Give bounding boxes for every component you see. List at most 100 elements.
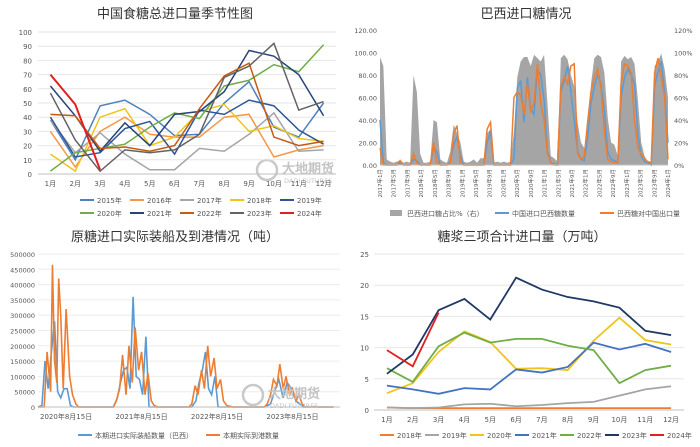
series-line — [49, 113, 324, 169]
y-tick-label: 0 — [28, 171, 32, 179]
x-tick-label: 2023年8月15日 — [266, 412, 318, 421]
legend: 2018年 2019年 2020年 2021年 2022年 2023年 2024年 — [380, 431, 692, 440]
x-tick-label: 4月 — [119, 180, 130, 188]
y-tick-label: 50000 — [14, 389, 35, 397]
series-line — [49, 103, 324, 173]
y-tick-label-left: 100.00 — [354, 50, 377, 58]
x-tick-label: 1月 — [45, 180, 56, 188]
legend-item: 本期实际到港数量 — [206, 431, 279, 440]
logo-mark — [255, 158, 279, 182]
legend-item: 中国进口巴西糖数量 — [495, 209, 575, 218]
legend-label: 2022年 — [577, 431, 602, 440]
series-line — [49, 80, 325, 162]
legend-item: 2021年 — [130, 209, 172, 218]
y-tick-label: 25 — [360, 251, 369, 259]
series-line — [386, 331, 672, 385]
y-tick-label: 30 — [23, 128, 32, 136]
y-tick-label: 5 — [365, 376, 369, 384]
legend-item: 2015年 — [80, 196, 122, 205]
y-tick-label: 350000 — [10, 297, 35, 305]
legend-label: 本期实际到港数量 — [223, 431, 279, 440]
x-tick-label: 2017年1月 — [376, 169, 384, 198]
series-line — [49, 111, 324, 171]
x-tick-label: 1月 — [381, 416, 392, 424]
y-tick-label: 40 — [23, 114, 32, 122]
chart-title: 巴西进口糖情况 — [480, 6, 571, 22]
y-tick-label: 400000 — [10, 282, 35, 290]
series-line — [49, 49, 325, 153]
watermark-en: DADI FUTURES — [284, 177, 332, 185]
series-line — [386, 316, 672, 394]
x-tick-label: 2022年8月15日 — [191, 412, 243, 421]
y-tick-label: 500000 — [10, 251, 35, 259]
chart-title: 原糖进口实际装船及到港情况（吨） — [71, 229, 279, 245]
y-tick-label: 70 — [23, 72, 32, 80]
legend-item: 2018年 — [230, 196, 272, 205]
legend-label: 2018年 — [247, 196, 272, 205]
series-line — [386, 341, 672, 395]
legend-label: 2020年 — [97, 209, 122, 218]
legend-label: 2024年 — [667, 431, 692, 440]
x-tick-label: 9月 — [588, 416, 599, 424]
y-tick-label-left: 20.00 — [358, 140, 377, 148]
plot-area: 0.0020.0040.0060.0080.00100.00120.000%20… — [354, 27, 692, 198]
plot-area: 0 5 10 15 20 25 1月 2月 3月 4月 5月 6月 7月 8月 9月 10月 11月 12月 — [360, 251, 684, 424]
legend-label: 2021年 — [532, 431, 557, 440]
legend-item: 2018年 — [380, 431, 422, 440]
legend-label: 2019年 — [297, 196, 322, 205]
x-tick-label: 2022年5月 — [595, 169, 603, 198]
legend-label: 2016年 — [147, 196, 172, 205]
x-tick-label: 2019年9月 — [486, 169, 494, 198]
y-tick-label: 200000 — [10, 343, 35, 351]
legend-label: 2015年 — [97, 196, 122, 205]
y-tick-label-right: 20% — [674, 140, 688, 148]
legend-item: 2022年 — [180, 209, 222, 218]
chart-title: 中国食糖总进口量季节性图 — [97, 6, 253, 22]
y-tick-label: 50 — [23, 100, 32, 108]
watermark-en: DADI FUTURES — [270, 402, 318, 410]
legend-item: 巴西糖对中国出口量 — [600, 209, 680, 218]
legend-item: 2020年 — [80, 209, 122, 218]
x-tick-label: 2022年9月 — [609, 169, 617, 198]
legend-item: 2023年 — [605, 431, 647, 440]
legend-label: 本期进口实际装船数量（巴西） — [95, 431, 193, 440]
x-tick-label: 2020年1月 — [499, 169, 507, 198]
x-tick-label: 2020年5月 — [513, 169, 521, 198]
legend-item: 2020年 — [470, 431, 512, 440]
x-tick-label: 8月 — [219, 180, 230, 188]
series-line — [49, 73, 102, 171]
x-tick-label: 10月 — [611, 416, 627, 424]
x-tick-label: 5月 — [485, 416, 496, 424]
legend-label: 巴西糖对中国出口量 — [617, 209, 680, 218]
series-line — [49, 99, 324, 158]
x-tick-label: 2017年9月 — [403, 169, 411, 198]
legend-label: 中国进口巴西糖数量 — [512, 209, 575, 218]
x-tick-label: 2021年1月 — [541, 169, 549, 198]
chart-panel-syrup-imports: 糖浆三项合计进口量（万吨） 0 5 10 15 20 25 1月 2月 3月 4月 5月 6月 7月 8月… — [360, 229, 692, 440]
x-tick-label: 2018年1月 — [417, 169, 425, 198]
legend-label: 2021年 — [147, 209, 172, 218]
series-line — [49, 42, 324, 173]
y-tick-label: 100000 — [10, 373, 35, 381]
x-tick-label: 2019年1月 — [458, 169, 466, 198]
legend-label: 2020年 — [487, 431, 512, 440]
x-tick-label: 3月 — [94, 180, 105, 188]
legend-label: 2017年 — [197, 196, 222, 205]
y-tick-label: 10 — [23, 157, 32, 165]
legend: 2015年 2016年 2017年 2018年 2019年 2020年 2021年 2022年… — [80, 196, 322, 218]
y-tick-label: 15 — [360, 313, 369, 321]
x-tick-label: 12月 — [663, 416, 679, 424]
y-tick-label-left: 0.00 — [363, 162, 377, 170]
y-tick-label: 20 — [23, 143, 32, 151]
watermark-cn: 大地期货 — [282, 161, 334, 177]
y-tick-label: 300000 — [10, 312, 35, 320]
x-tick-label: 7月 — [536, 416, 547, 424]
x-tick-label: 7月 — [194, 180, 205, 188]
y-tick-label-right: 60% — [674, 95, 688, 103]
x-tick-label: 2021年9月 — [568, 169, 576, 198]
y-tick-label: 100 — [19, 29, 32, 37]
y-tick-label: 80 — [23, 57, 32, 65]
x-tick-label: 8月 — [562, 416, 573, 424]
series-line — [386, 276, 672, 375]
x-tick-label: 2020年9月 — [527, 169, 535, 198]
